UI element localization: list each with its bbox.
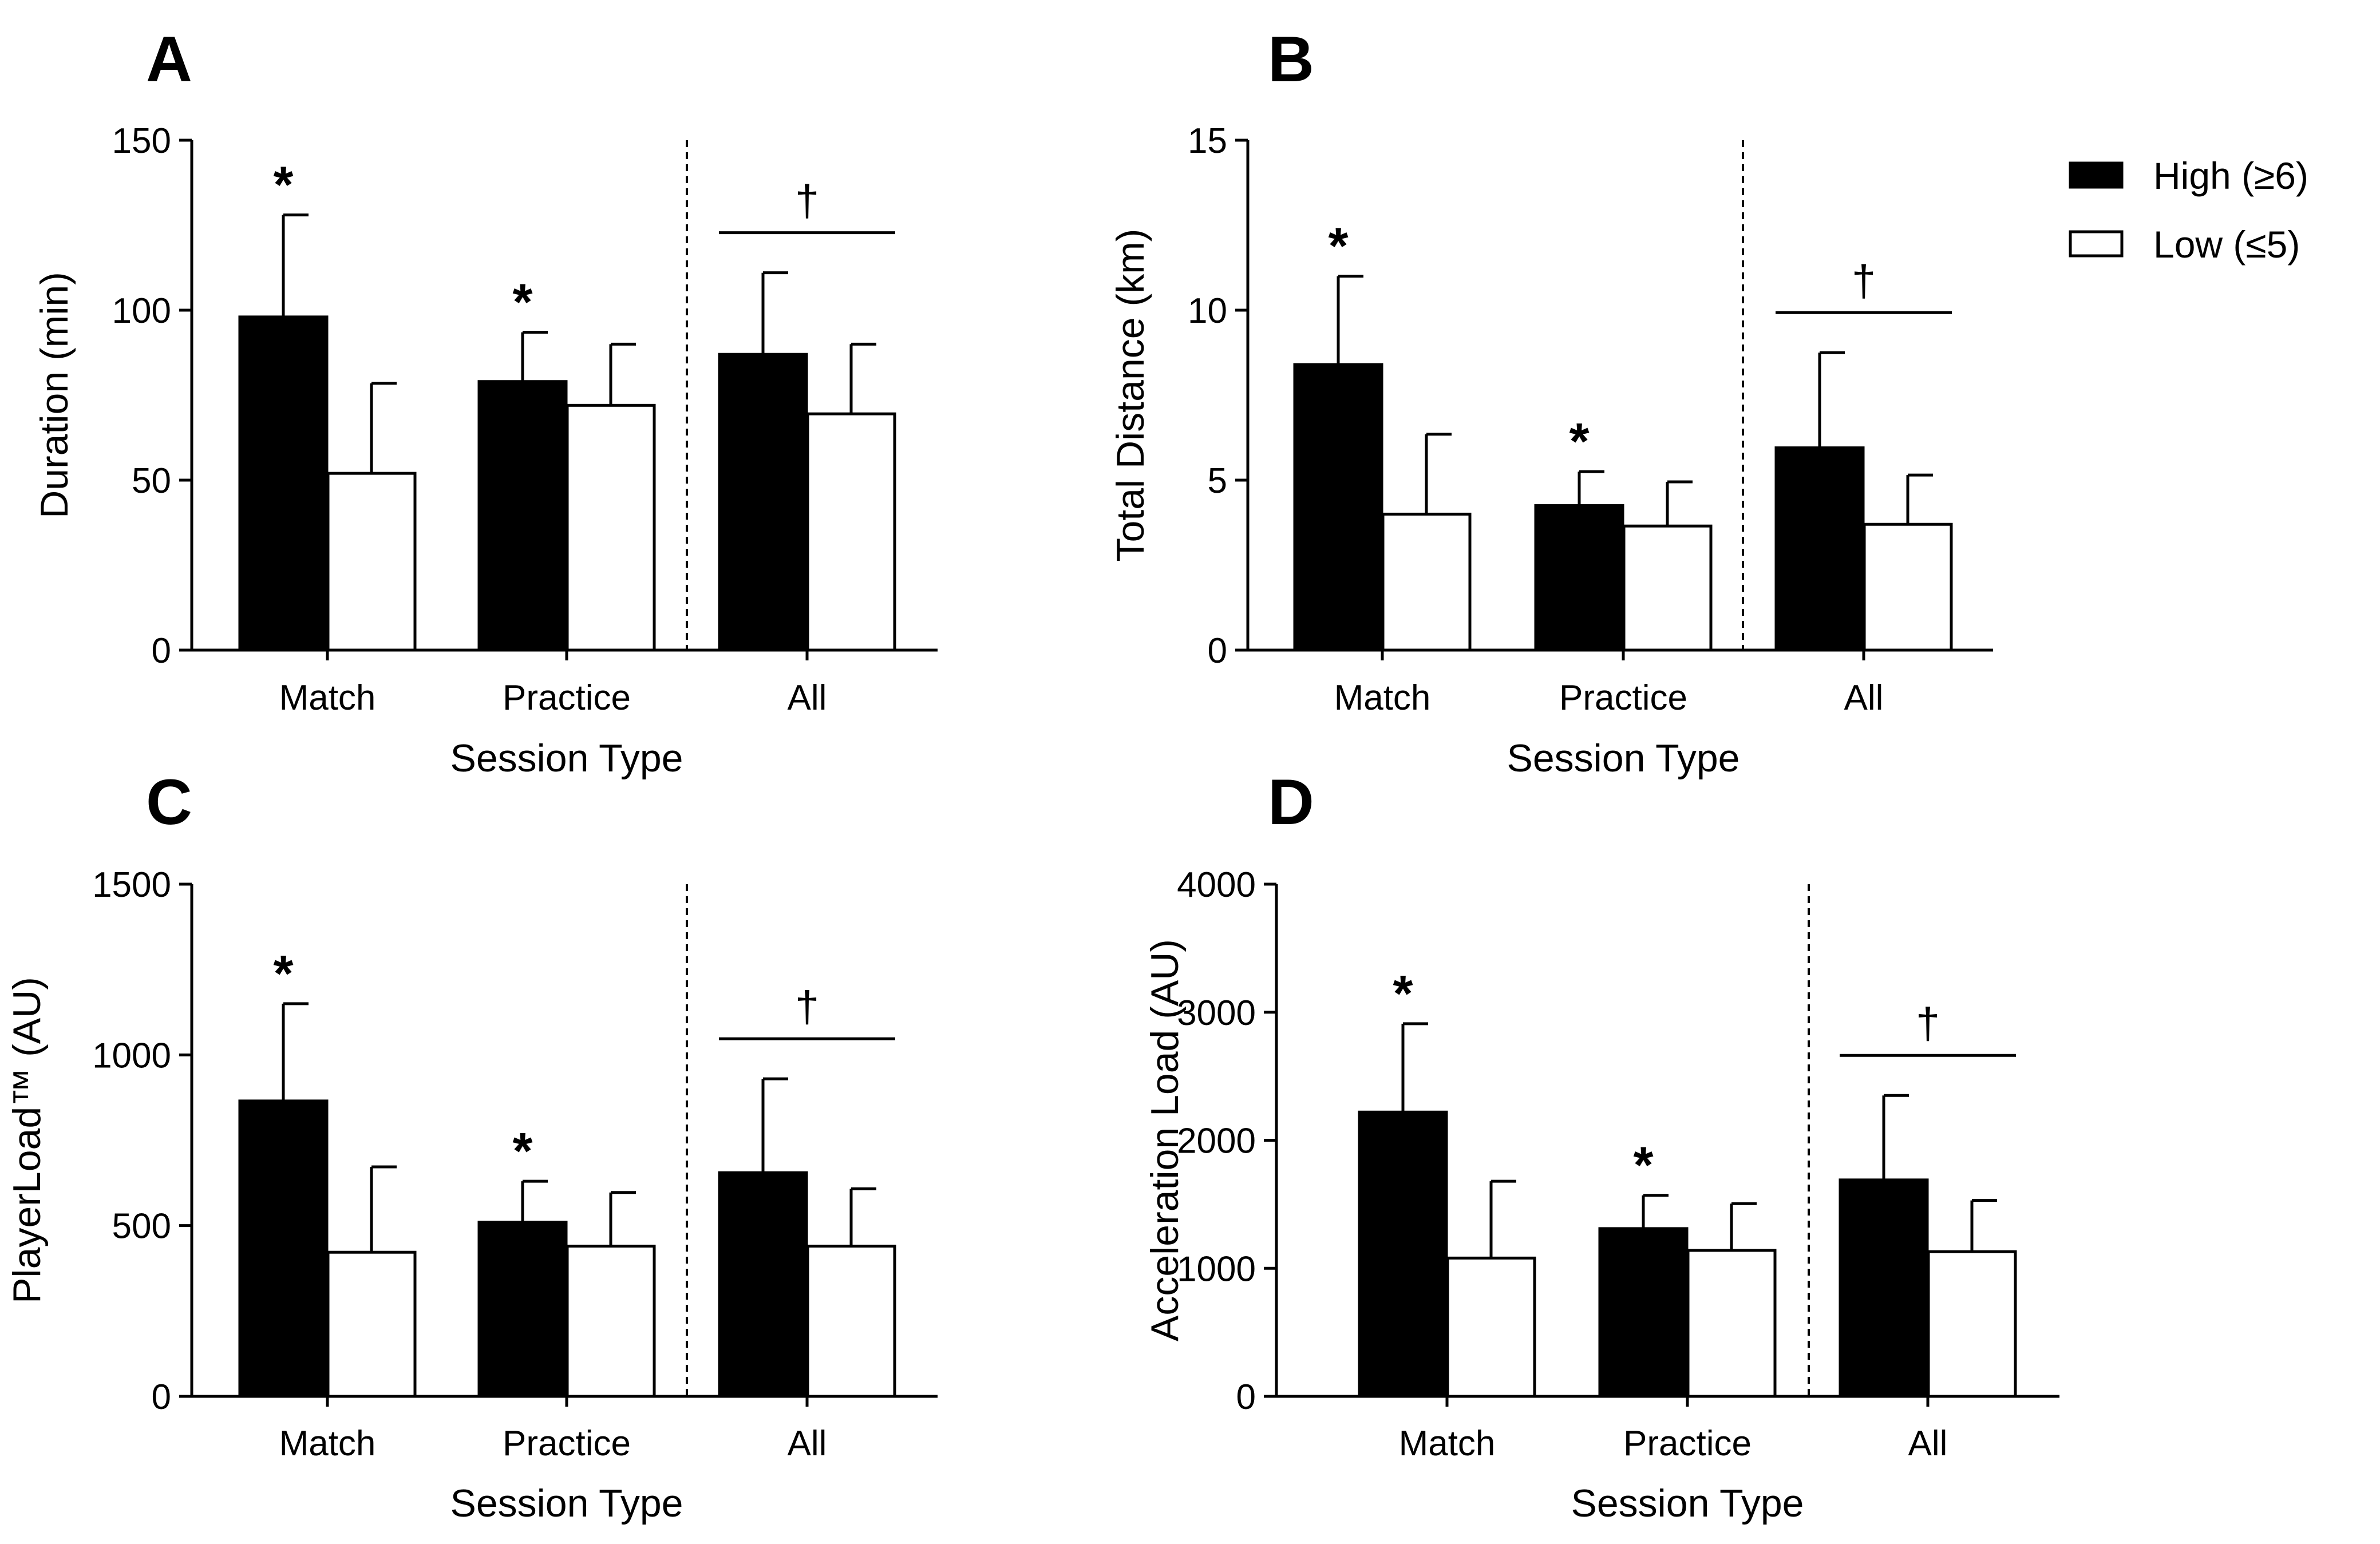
y-tick-label: 50 — [132, 461, 171, 501]
bar-low-practice — [566, 403, 656, 652]
all-significance-dagger: † — [795, 177, 819, 225]
bar-high-practice — [1598, 1227, 1689, 1398]
y-tick-label: 15 — [1188, 121, 1227, 161]
all-significance-dagger: † — [1916, 999, 1940, 1048]
x-tick-label-match: Match — [1334, 678, 1431, 718]
legend-swatch-high — [2069, 161, 2124, 189]
y-tick-label: 10 — [1188, 291, 1227, 331]
x-tick-label-all: All — [1908, 1424, 1948, 1463]
legend: High (≥6) Low (≤5) — [2069, 155, 2308, 266]
legend-label-low: Low (≤5) — [2153, 223, 2300, 266]
x-tick-label-match: Match — [1399, 1424, 1496, 1463]
x-tick-label-all: All — [788, 1424, 827, 1463]
y-axis-title: Acceleration Load (AU) — [1143, 939, 1187, 1341]
y-tick-label: 100 — [112, 291, 171, 331]
bar-high-all — [718, 353, 808, 652]
x-tick-label-practice: Practice — [503, 678, 631, 718]
significance-star-practice: * — [512, 1123, 532, 1180]
bar-low-all — [1927, 1250, 2017, 1398]
x-tick-label-all: All — [788, 678, 827, 718]
panel-letter: C — [146, 766, 192, 838]
bar-low-match — [1381, 512, 1472, 652]
x-tick-label-all: All — [1844, 678, 1884, 718]
bar-low-all — [1863, 522, 1953, 652]
significance-star-match: * — [1393, 965, 1413, 1023]
legend-swatch-low — [2069, 230, 2124, 258]
y-tick-label: 5 — [1208, 461, 1227, 501]
bar-high-practice — [477, 380, 568, 652]
all-significance-dagger: † — [795, 983, 819, 1031]
panel-letter: B — [1268, 23, 1314, 95]
y-tick-label: 1500 — [92, 865, 171, 905]
bar-low-match — [1446, 1256, 1536, 1398]
y-axis-title: Duration (min) — [33, 272, 76, 518]
bar-high-all — [1774, 446, 1865, 652]
bar-low-practice — [566, 1244, 656, 1398]
y-tick-label: 0 — [1208, 631, 1227, 671]
all-significance-dagger: † — [1852, 256, 1876, 305]
x-axis-title: Session Type — [450, 1482, 683, 1525]
x-tick-label-match: Match — [279, 678, 376, 718]
significance-star-match: * — [273, 945, 293, 1003]
x-axis-title: Session Type — [1571, 1482, 1804, 1525]
y-tick-label: 0 — [152, 1377, 171, 1417]
y-tick-label: 3000 — [1177, 993, 1256, 1033]
bar-high-all — [718, 1171, 808, 1398]
chart-panel-b: B * Match * Practice All † 0 5 10 15 Total Distance… — [1109, 23, 1993, 780]
panel-letter: A — [146, 23, 192, 95]
bar-high-practice — [1534, 504, 1624, 652]
significance-star-practice: * — [512, 274, 532, 331]
chart-panel-c: C * Match * Practice All † 0 500 1000 1500 PlayerLo… — [5, 766, 938, 1525]
bar-high-match — [238, 315, 329, 652]
x-tick-label-practice: Practice — [503, 1424, 631, 1463]
y-tick-label: 1000 — [92, 1036, 171, 1075]
bar-low-all — [806, 412, 896, 652]
panel-letter: D — [1268, 766, 1314, 838]
y-axis-title: PlayerLoad™ (AU) — [5, 977, 49, 1304]
y-tick-label: 2000 — [1177, 1122, 1256, 1161]
bar-low-practice — [1622, 524, 1713, 652]
y-tick-label: 150 — [112, 121, 171, 161]
bar-high-practice — [477, 1221, 568, 1398]
bar-low-match — [326, 472, 417, 652]
significance-star-practice: * — [1633, 1137, 1653, 1194]
y-tick-label: 0 — [152, 631, 171, 671]
bar-high-all — [1839, 1178, 1929, 1398]
y-tick-label: 500 — [112, 1207, 171, 1246]
bar-low-practice — [1686, 1249, 1777, 1398]
bar-low-all — [806, 1244, 896, 1398]
bar-high-match — [1358, 1110, 1448, 1398]
x-axis-title: Session Type — [1507, 737, 1739, 780]
significance-star-practice: * — [1569, 413, 1589, 470]
x-tick-label-match: Match — [279, 1424, 376, 1463]
significance-star-match: * — [1328, 218, 1348, 275]
x-tick-label-practice: Practice — [1559, 678, 1687, 718]
x-axis-title: Session Type — [450, 737, 683, 780]
chart-panel-d: D * Match * Practice All † 0 1000 2000 3000 4000 Acc… — [1143, 766, 2059, 1525]
significance-star-match: * — [273, 157, 293, 214]
chart-panel-a: A * Match * Practice All † 0 50 100 150 Duration (m… — [33, 23, 938, 780]
bar-low-match — [326, 1250, 417, 1398]
y-tick-label: 1000 — [1177, 1249, 1256, 1289]
y-axis-title: Total Distance (km) — [1109, 229, 1152, 562]
y-tick-label: 0 — [1236, 1377, 1256, 1417]
x-tick-label-practice: Practice — [1623, 1424, 1752, 1463]
bar-high-match — [1293, 363, 1383, 652]
legend-label-high: High (≥6) — [2153, 155, 2308, 197]
bar-high-match — [238, 1099, 329, 1398]
y-tick-label: 4000 — [1177, 865, 1256, 905]
